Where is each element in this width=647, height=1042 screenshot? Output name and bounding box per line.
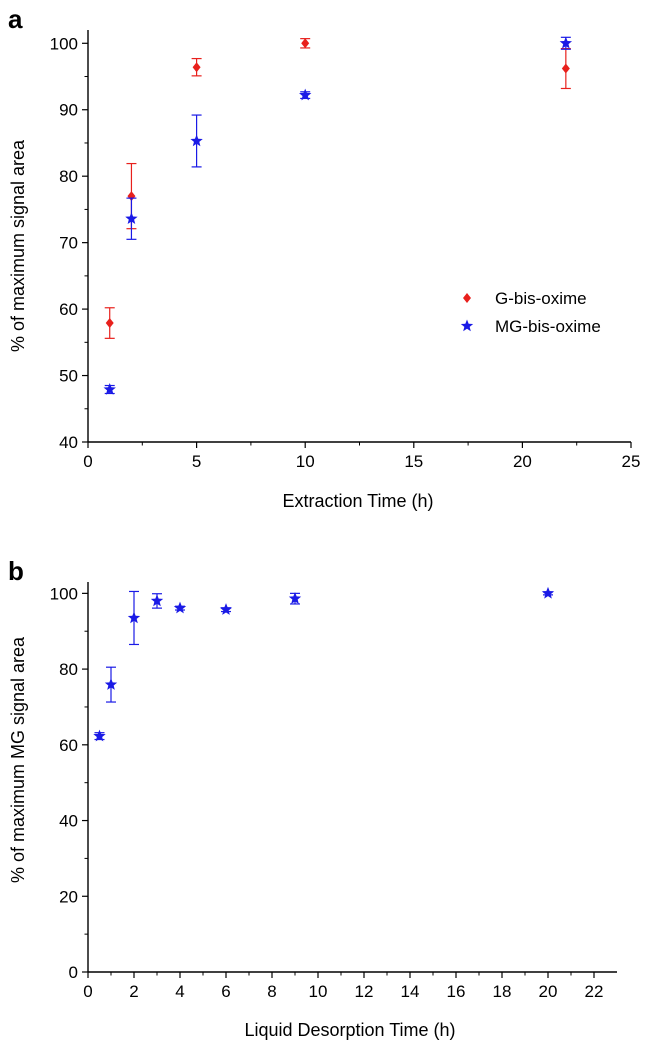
panel-a-x-tick-label: 0 [83,452,92,471]
panel-b-chart: b 0 2 4 6 8 10 12 14 16 18 20 22 0 20 40 60 80 100 Liquid… [8,556,617,1040]
panel-b-x-tick-label: 16 [447,982,466,1001]
panel-a-series-0-point [105,318,114,329]
panel-a-x-tick-label: 15 [404,452,423,471]
panel-b-series-0-point [150,594,164,607]
legend-marker-g-bis-oxime [463,293,471,303]
panel-a-letter: a [8,4,23,34]
panel-a-series-1-point [103,383,116,395]
panel-b-x-tick-label: 22 [585,982,604,1001]
panel-a-series-1-point [190,134,203,147]
panel-a-series-1-point [125,212,138,224]
panel-b-series-0-point [219,603,233,615]
panel-b-y-axis-title: % of maximum MG signal area [8,636,28,883]
panel-b-series-0-point [93,729,106,742]
panel-b-x-tick-label: 8 [267,982,276,1001]
panel-b-series-0-point [288,592,302,604]
panel-a-y-tick-label: 50 [59,367,78,386]
panel-b-marks [93,586,555,742]
panel-a-series-1-point [559,36,573,49]
panel-b-y-tick-label: 40 [59,812,78,831]
panel-b-y-tick-label: 100 [50,584,78,603]
panel-a-legend: G-bis-oxime MG-bis-oxime [460,289,601,336]
panel-b-x-tick-label: 4 [175,982,184,1001]
panel-b-axes: 0 2 4 6 8 10 12 14 16 18 20 22 0 20 40 60 80 100 [50,582,617,1001]
panel-a-x-tick-label: 10 [296,452,315,471]
panel-b-x-tick-label: 20 [539,982,558,1001]
panel-b-y-tick-label: 0 [69,963,78,982]
panel-b-series-0-point [173,601,187,614]
panel-b-x-tick-label: 18 [493,982,512,1001]
panel-b-x-tick-label: 10 [309,982,328,1001]
panel-a-axes: 0 5 10 15 20 25 40 50 60 70 80 90 100 [50,30,641,471]
panel-a-x-tick-label: 5 [192,452,201,471]
panel-a-x-tick-label: 20 [513,452,532,471]
panel-a-y-axis-title: % of maximum signal area [8,139,28,352]
panel-a-y-tick-label: 60 [59,300,78,319]
panel-b-letter: b [8,556,24,586]
panel-b-series-0-point [127,611,141,624]
panel-a-series-1-point [299,88,312,101]
panel-b-x-tick-label: 14 [401,982,420,1001]
panel-a-marks [103,36,573,395]
panel-a-series-0-point [561,63,570,74]
panel-a-series-0-point [192,62,201,73]
panel-a-series-0-point [301,38,310,49]
panel-b-y-tick-label: 60 [59,736,78,755]
panel-b-x-tick-label: 6 [221,982,230,1001]
panel-b-x-tick-label: 2 [129,982,138,1001]
panel-a-y-tick-label: 40 [59,433,78,452]
panel-a-y-tick-label: 80 [59,167,78,186]
panel-a-y-tick-label: 100 [50,34,78,53]
panel-a-y-tick-label: 70 [59,234,78,253]
panel-b-series-0-point [104,678,118,690]
panel-b-y-tick-label: 20 [59,887,78,906]
panel-b-x-tick-label: 12 [355,982,374,1001]
panel-b-y-tick-label: 80 [59,660,78,679]
legend-marker-mg-bis-oxime [460,319,474,332]
panel-a-x-tick-label: 25 [622,452,641,471]
panel-a-chart: a 0 5 10 15 20 25 40 50 60 70 80 90 100 Extraction T… [8,4,640,511]
panel-a-x-axis-title: Extraction Time (h) [282,491,433,511]
legend-label-mg-bis-oxime: MG-bis-oxime [495,317,601,336]
panel-b-x-axis-title: Liquid Desorption Time (h) [244,1020,455,1040]
panel-b-x-tick-label: 0 [83,982,92,1001]
panel-a-y-tick-label: 90 [59,101,78,120]
legend-label-g-bis-oxime: G-bis-oxime [495,289,587,308]
panel-b-series-0-point [541,586,555,599]
